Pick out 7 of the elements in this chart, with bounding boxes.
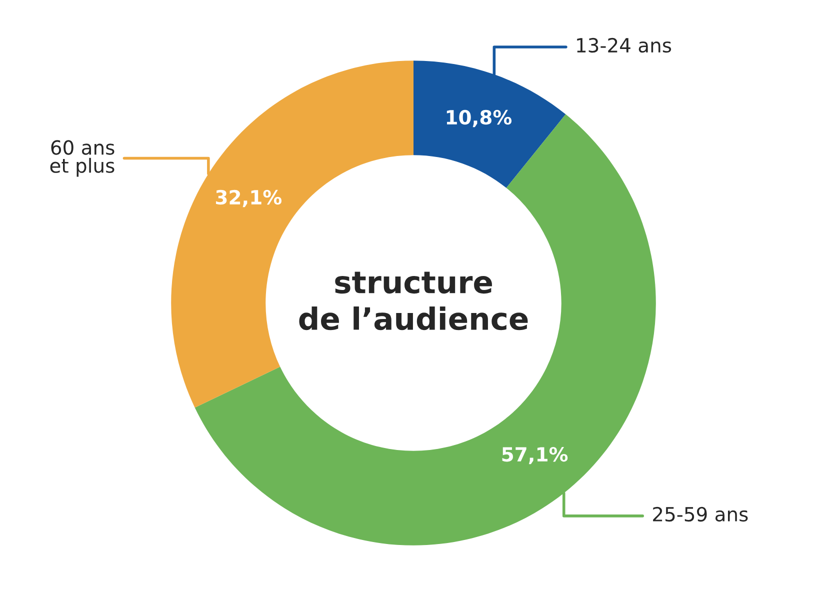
text: structure de l’audience <box>299 272 528 330</box>
slice-label: 13-24 ans <box>577 38 672 53</box>
data-label: 57,1% <box>502 446 568 464</box>
slice-label: 60 ans et plus <box>50 140 114 177</box>
slice-label: 25-59 ans <box>653 506 748 522</box>
data-label: 32,1% <box>216 190 282 208</box>
data-label: 10,8% <box>446 110 512 128</box>
